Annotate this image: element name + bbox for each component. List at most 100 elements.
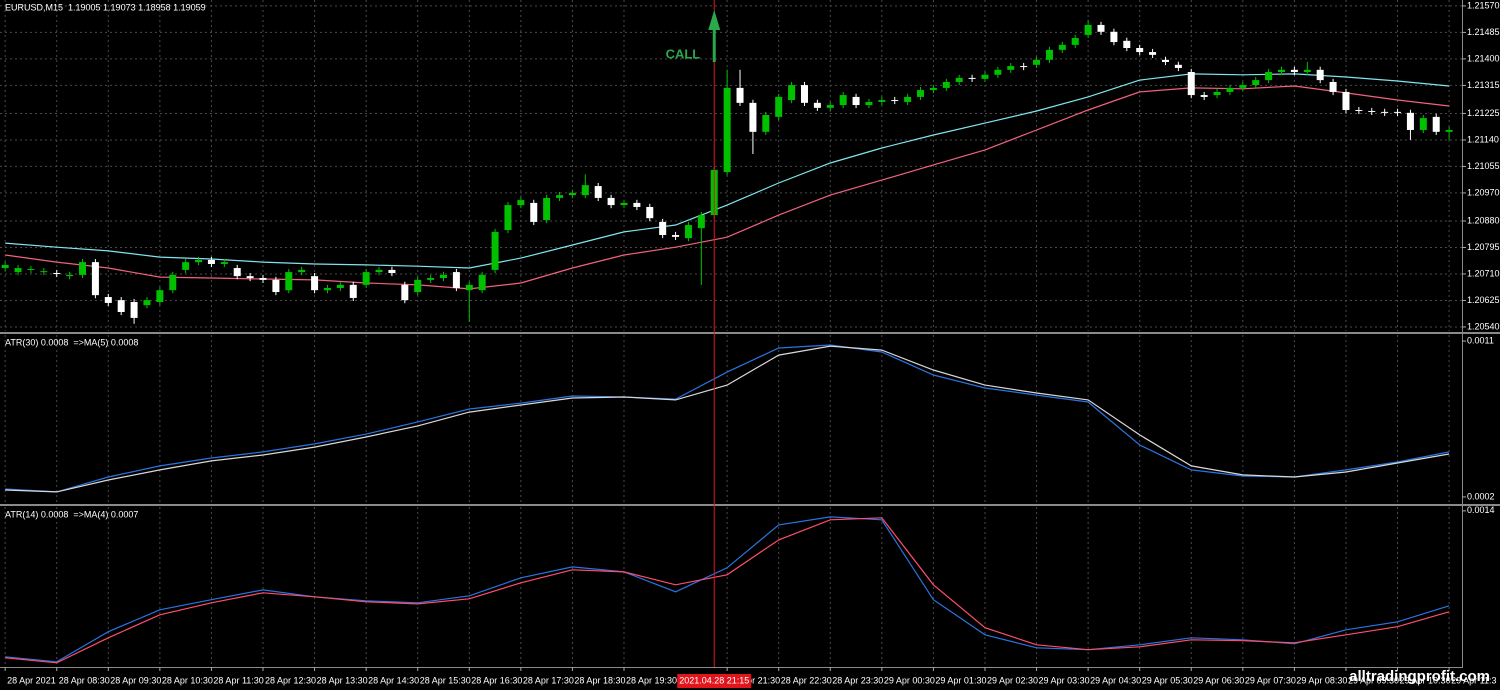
- candle-body: [207, 259, 215, 264]
- watermark: alltradingprofit.com: [1349, 668, 1490, 685]
- candle-body: [1110, 31, 1118, 43]
- candle-body: [762, 115, 770, 132]
- y-tick-label: 1.20710: [1467, 268, 1500, 278]
- candle-body: [839, 95, 847, 106]
- candle-body: [143, 300, 151, 306]
- signal-label: CALL: [666, 46, 701, 61]
- candle-body: [349, 284, 357, 298]
- candle-body: [323, 287, 331, 291]
- cursor-label-box: [677, 674, 752, 688]
- candle-body: [852, 96, 860, 106]
- cursor-label: 2021.04.28 21:15: [679, 675, 749, 685]
- candle-body: [1123, 40, 1131, 48]
- candle-body: [633, 202, 641, 207]
- candle-body: [53, 273, 61, 275]
- candle-body: [1355, 110, 1363, 112]
- candle-body: [1033, 59, 1041, 65]
- candle-body: [504, 205, 512, 231]
- candle-body: [14, 268, 22, 273]
- x-tick-label: 29 Apr 01:30: [935, 675, 986, 685]
- x-tick-label: 28 Apr 19:30: [626, 675, 677, 685]
- candle-body: [1406, 112, 1414, 130]
- candle-body: [749, 102, 757, 132]
- candle-body: [1045, 49, 1053, 60]
- candle-body: [826, 105, 834, 108]
- candle-body: [1187, 71, 1195, 96]
- candle-body: [594, 186, 602, 198]
- candle-body: [220, 262, 228, 264]
- candle-body: [1084, 24, 1092, 35]
- candle-body: [1368, 110, 1376, 112]
- candle-body: [620, 202, 628, 206]
- candle-body: [246, 276, 254, 279]
- indicator-line: [5, 517, 1450, 664]
- candle-body: [195, 259, 203, 263]
- panel-title: ATR(14) 0.0008 =>MA(4) 0.0007: [5, 509, 138, 519]
- candle-body: [336, 284, 344, 288]
- candle-body: [1058, 44, 1066, 50]
- candle-body: [968, 77, 976, 79]
- candle-body: [1394, 111, 1402, 113]
- x-tick-label: 28 Apr 2021: [7, 675, 56, 685]
- candle-body: [1265, 71, 1273, 81]
- candle-body: [40, 271, 48, 273]
- x-tick-label: 28 Apr 14:30: [368, 675, 419, 685]
- candle-body: [401, 284, 409, 301]
- x-tick-label: 28 Apr 18:30: [574, 675, 625, 685]
- x-tick-label: 29 Apr 10:30: [1400, 675, 1451, 685]
- candle-body: [672, 235, 680, 237]
- candle-body: [1174, 64, 1182, 68]
- candle-body: [182, 262, 190, 270]
- x-tick-label: 28 Apr 22:30: [781, 675, 832, 685]
- x-tick-label: 29 Apr 04:30: [1090, 675, 1141, 685]
- candle-body: [130, 302, 138, 318]
- panel-title: ATR(30) 0.0008 =>MA(5) 0.0008: [5, 337, 138, 347]
- candle-body: [259, 278, 267, 280]
- candle-body: [1136, 47, 1144, 53]
- x-tick-label: 28 Apr 12:30: [265, 675, 316, 685]
- candle-body: [800, 85, 808, 103]
- candle-body: [929, 87, 937, 91]
- candle-body: [79, 262, 87, 275]
- candle-body: [465, 284, 473, 291]
- y-tick-label: 0.0002: [1467, 491, 1495, 501]
- x-tick-label: 29 Apr 11:3: [1451, 675, 1496, 685]
- candle-body: [530, 202, 538, 222]
- candle-body: [272, 279, 280, 293]
- candle-body: [91, 262, 99, 296]
- x-tick-label: 29 Apr 08:30: [1296, 675, 1347, 685]
- candle-body: [1381, 111, 1389, 113]
- candle-body: [1149, 52, 1157, 55]
- candle-body: [1303, 69, 1311, 72]
- x-tick-label: 28 Apr 16:30: [471, 675, 522, 685]
- x-tick-label: 29 Apr 02:30: [987, 675, 1038, 685]
- candle-body: [1342, 91, 1350, 111]
- candle-body: [1419, 118, 1427, 130]
- candle-body: [66, 274, 74, 277]
- candle-body: [1278, 69, 1286, 72]
- y-tick-label: 1.21485: [1467, 27, 1500, 37]
- candle-body: [568, 192, 576, 196]
- candle-body: [298, 269, 306, 273]
- candle-body: [439, 274, 447, 279]
- x-tick-label: 28 Apr 21:30: [729, 675, 780, 685]
- x-tick-label: 28 Apr 15:30: [420, 675, 471, 685]
- candle-body: [878, 100, 886, 102]
- x-tick-label: 29 Apr 05:30: [1142, 675, 1193, 685]
- candle-body: [556, 195, 564, 198]
- candle-body: [1007, 66, 1015, 70]
- candle-body: [1316, 69, 1324, 81]
- candle-body: [788, 85, 796, 101]
- y-tick-label: 1.20970: [1467, 187, 1500, 197]
- candle-body: [891, 100, 899, 102]
- candle-body: [942, 81, 950, 88]
- y-tick-label: 1.21055: [1467, 161, 1500, 171]
- candle-body: [736, 87, 744, 103]
- candle-body: [452, 272, 460, 288]
- candle-body: [917, 90, 925, 97]
- x-tick-label: 29 Apr 03:30: [1039, 675, 1090, 685]
- x-tick-label: 28 Apr 23:30: [832, 675, 883, 685]
- candle-body: [775, 96, 783, 117]
- x-tick-label: 29 Apr 00:30: [884, 675, 935, 685]
